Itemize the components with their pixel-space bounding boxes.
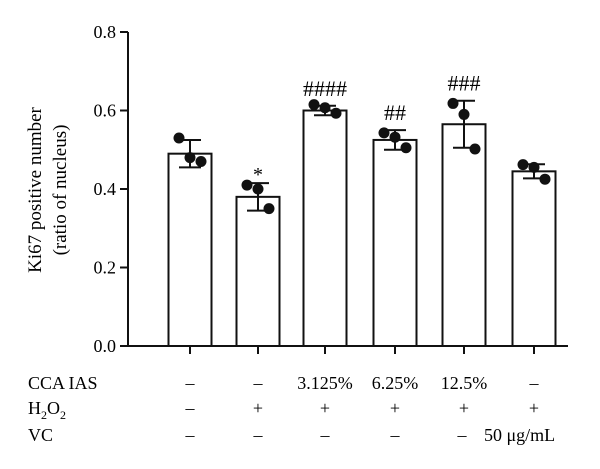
data-point bbox=[252, 183, 264, 195]
data-point bbox=[308, 99, 320, 111]
significance-label: ### bbox=[448, 71, 481, 96]
y-axis-title-line2: (ratio of nucleus) bbox=[50, 125, 71, 256]
bar bbox=[167, 152, 213, 347]
data-point bbox=[539, 173, 551, 185]
data-point bbox=[469, 143, 481, 155]
table-cell: + bbox=[529, 398, 539, 418]
h2o2-o: O bbox=[47, 398, 60, 418]
bar bbox=[372, 138, 418, 347]
data-point bbox=[241, 179, 253, 191]
row-label-h2o2: H2O2 bbox=[28, 398, 66, 422]
bars: *######### bbox=[128, 71, 568, 354]
y-axis-title: Ki67 positive number (ratio of nucleus) bbox=[25, 106, 71, 272]
y-tick-label: 0.8 bbox=[94, 22, 117, 42]
h2o2-sub2: 2 bbox=[60, 408, 66, 422]
table-cell: – bbox=[457, 425, 468, 445]
y-tick-label: 0.0 bbox=[94, 336, 117, 356]
table-cell: + bbox=[253, 398, 263, 418]
table-cell: + bbox=[320, 398, 330, 418]
table-cell: – bbox=[185, 398, 196, 418]
h2o2-sub1: 2 bbox=[41, 408, 47, 422]
table-cell: 50 μg/mL bbox=[484, 425, 555, 445]
bar bbox=[441, 123, 487, 347]
table-cell: – bbox=[185, 373, 196, 393]
data-point bbox=[528, 161, 540, 173]
bar bbox=[235, 195, 281, 347]
data-point bbox=[195, 156, 207, 168]
significance-label: * bbox=[253, 164, 263, 186]
y-tick-label: 0.4 bbox=[94, 179, 117, 199]
data-point bbox=[330, 107, 342, 119]
significance-label: ## bbox=[384, 100, 406, 125]
row-label-vc: VC bbox=[28, 425, 53, 445]
data-point bbox=[447, 97, 459, 109]
table-cell: – bbox=[529, 373, 540, 393]
data-point bbox=[319, 102, 331, 114]
table-cell: 6.25% bbox=[372, 373, 419, 393]
data-point bbox=[184, 152, 196, 164]
table-cell: – bbox=[185, 425, 196, 445]
table-cell: – bbox=[253, 373, 264, 393]
data-point bbox=[389, 131, 401, 143]
data-point bbox=[173, 132, 185, 144]
table-cell: – bbox=[390, 425, 401, 445]
h2o2-h: H bbox=[28, 398, 41, 418]
data-point bbox=[458, 108, 470, 120]
condition-table: CCA IAS H2O2 VC – –3.125% 6.25% 12.5% –– + + + +… bbox=[28, 373, 555, 445]
y-tick-label: 0.2 bbox=[94, 258, 117, 278]
table-cell: 3.125% bbox=[297, 373, 353, 393]
table-cell: + bbox=[459, 398, 469, 418]
data-point bbox=[378, 127, 390, 139]
y-axis-title-line1: Ki67 positive number bbox=[25, 106, 46, 272]
row-label-cca-ias: CCA IAS bbox=[28, 373, 98, 393]
data-point bbox=[517, 159, 529, 171]
data-point bbox=[400, 142, 412, 154]
table-cell: – bbox=[320, 425, 331, 445]
data-point bbox=[263, 203, 275, 215]
bar bbox=[302, 109, 348, 347]
y-axis: 0.0 0.2 0.4 0.6 0.8 bbox=[94, 22, 129, 356]
significance-label: #### bbox=[303, 76, 347, 101]
y-tick-label: 0.6 bbox=[94, 101, 117, 121]
table-cell: + bbox=[390, 398, 400, 418]
table-cell: – bbox=[253, 425, 264, 445]
table-cell: 12.5% bbox=[441, 373, 488, 393]
bar bbox=[511, 170, 557, 347]
